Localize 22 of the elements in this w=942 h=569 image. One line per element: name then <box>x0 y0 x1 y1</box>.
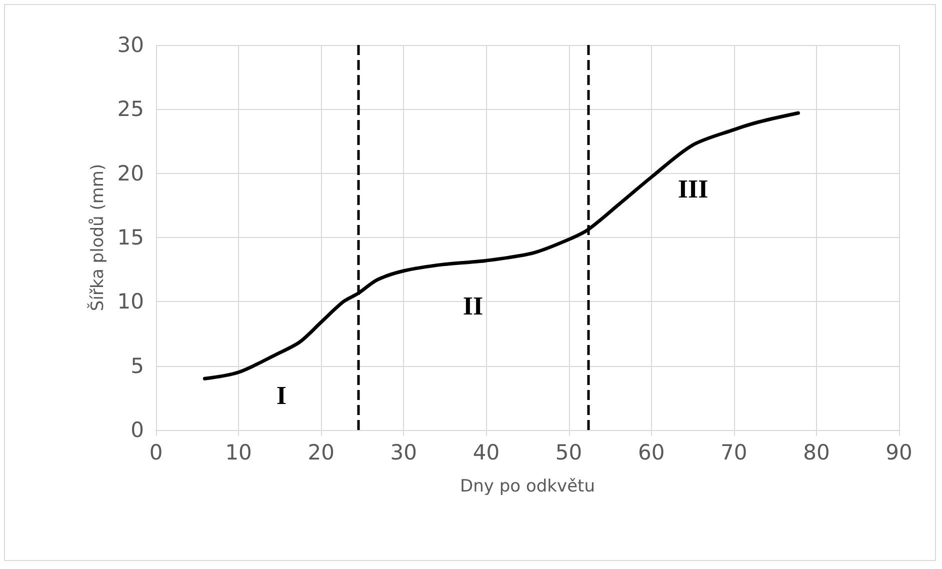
x-tick-label: 20 <box>308 440 334 464</box>
x-tick-label: 40 <box>472 440 500 464</box>
y-tick-label: 20 <box>117 161 144 186</box>
y-tick-label: 15 <box>117 226 144 250</box>
annotation: I <box>276 381 287 410</box>
x-tick-label: 50 <box>555 440 582 464</box>
x-tick-label: 90 <box>886 440 912 464</box>
annotation: III <box>678 174 708 204</box>
x-tick-label: 30 <box>390 440 418 464</box>
y-tick-label: 10 <box>117 290 144 314</box>
y-tick-label: 5 <box>130 354 144 378</box>
annotation: II <box>462 291 484 320</box>
y-tick-label: 30 <box>117 33 144 57</box>
y-tick-label: 25 <box>117 97 144 122</box>
y-tick-label: 0 <box>130 418 144 442</box>
x-tick-label: 70 <box>720 440 748 464</box>
x-tick-label: 10 <box>225 440 252 464</box>
x-tick-label: 60 <box>638 440 665 464</box>
y-axis-title: Šířka plodů (mm) <box>86 164 108 312</box>
x-tick-label: 80 <box>803 440 830 464</box>
x-axis-title: Dny po odkvětu <box>460 476 595 496</box>
x-tick-label: 0 <box>149 440 163 464</box>
